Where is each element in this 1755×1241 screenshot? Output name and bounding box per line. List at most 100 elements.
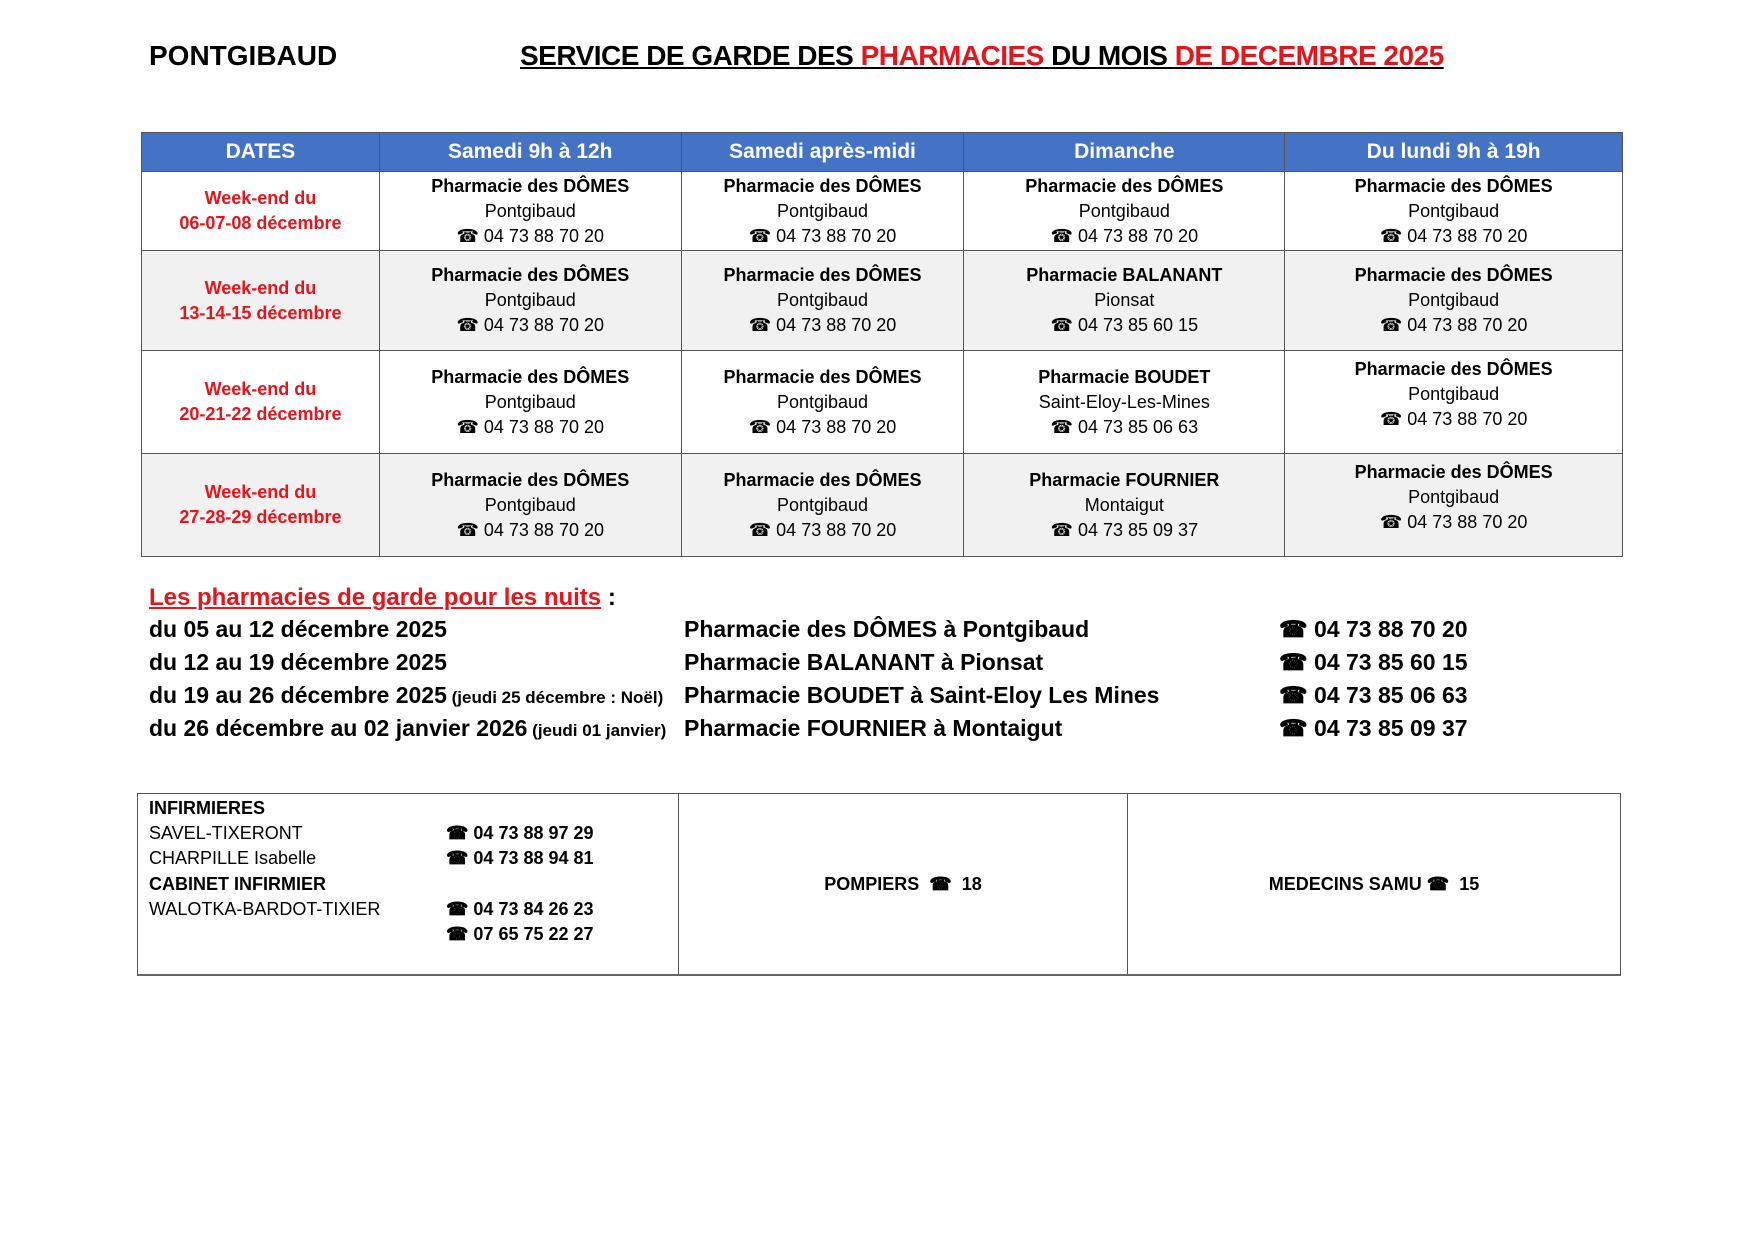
pharmacy-town: Pontgibaud [776,494,869,515]
phone-icon: ☎ [919,873,962,894]
pharmacy-name: Pharmacie des DÔMES [723,265,922,285]
pharmacy-name: Pharmacie des DÔMES [431,175,630,196]
column-header: DATES [141,132,380,172]
pharmacy-cell: Pharmacie des DÔMES Pontgibaud 04 73 88 70… [1284,350,1623,454]
nurses-heading: INFIRMIERES [149,798,266,818]
pharmacy-name: Pharmacie des DÔMES [431,366,630,387]
night-period: du 26 décembre au 02 janvier 2026 (jeudi… [149,715,666,742]
period-text: du 19 au 26 décembre 2025 [149,682,447,708]
column-header: Du lundi 9h à 19h [1284,132,1623,172]
night-pharmacy: Pharmacie BOUDET à Saint-Eloy Les Mines [684,682,1160,708]
pharmacy-town: Pontgibaud [1408,200,1500,221]
pharmacy-name: Pharmacie BALANANT [1026,265,1223,285]
pharmacy-town: Pontgibaud [1408,290,1500,310]
pharmacy-phone: 04 73 88 70 20 [1285,313,1622,338]
pharmacy-name: Pharmacie des DÔMES [723,366,922,387]
nurse-name: CHARPILLE Isabelle [149,848,317,868]
pharmacy-cell: Pharmacie des DÔMES Pontgibaud 04 73 88 70… [1284,453,1623,557]
table-row: Week-end du 27-28-29 décembre Pharmacie de… [141,453,1623,557]
date-cell: Week-end du 20-21-22 décembre [141,350,380,454]
page-title: SERVICE DE GARDE DES PHARMACIES DU MOIS … [520,40,1444,72]
pharmacy-phone: 04 73 88 70 20 [1285,510,1622,535]
night-phone: 04 73 85 09 37 [1279,715,1467,742]
pharmacy-cell: Pharmacie des DÔMES Pontgibaud 04 73 88 70… [378,250,682,351]
pharmacy-cell: Pharmacie des DÔMES Pontgibaud 04 73 88 70… [680,250,965,351]
table-row: Week-end du 20-21-22 décembre Pharmacie de… [141,350,1623,454]
pharmacy-phone: 04 73 85 09 37 [964,518,1284,543]
pharmacy-town: Pontgibaud [776,290,869,310]
period-text: du 12 au 19 décembre 2025 [149,649,447,675]
date-label: Week-end du [204,482,317,502]
nurse-name: SAVEL-TIXERONT [149,823,303,843]
date-range: 20-21-22 décembre [179,404,342,424]
pharmacy-town: Pontgibaud [484,391,576,412]
pharmacy-phone: 04 73 88 70 20 [380,224,681,249]
pharmacy-cell: Pharmacie des DÔMES Pontgibaud 04 73 88 70… [378,171,682,251]
title-part: SERVICE DE GARDE DES [520,40,861,71]
pharmacy-cell: Pharmacie des DÔMES Pontgibaud 04 73 88 70… [963,171,1286,251]
nurses-cell: INFIRMIERES SAVEL-TIXERONT 04 73 88 97 2… [138,794,679,974]
nights-heading: Les pharmacies de garde pour les nuits : [149,584,616,612]
night-period: du 19 au 26 décembre 2025 (jeudi 25 déce… [149,682,663,709]
pharmacy-phone: 04 73 88 70 20 [1285,407,1622,432]
pharmacy-phone: 04 73 88 70 20 [682,313,964,338]
pharmacy-name: Pharmacie des DÔMES [1354,462,1553,482]
period-text: du 26 décembre au 02 janvier 2026 [149,715,528,741]
date-cell: Week-end du 27-28-29 décembre [141,453,380,557]
night-period: du 12 au 19 décembre 2025 [149,649,447,676]
pompiers-cell: POMPIERS ☎ 18 [679,794,1128,974]
pharmacy-cell: Pharmacie des DÔMES Pontgibaud 04 73 88 70… [1284,171,1623,251]
pharmacy-cell: Pharmacie des DÔMES Pontgibaud 04 73 88 70… [680,453,965,557]
pharmacy-town: Saint-Eloy-Les-Mines [1038,391,1210,412]
date-label: Week-end du [204,379,317,399]
nights-heading-text: Les pharmacies de garde pour les nuits [149,584,602,611]
town-name: PONTGIBAUD [149,40,338,71]
contacts-box: INFIRMIERES SAVEL-TIXERONT 04 73 88 97 2… [137,793,1621,976]
pharmacy-phone: 04 73 88 70 20 [380,313,681,338]
pharmacy-phone: 04 73 88 70 20 [682,518,964,543]
date-range: 27-28-29 décembre [179,507,342,527]
date-range: 13-14-15 décembre [179,302,342,323]
title-part: DE DECEMBRE 2025 [1174,40,1444,71]
night-phone: 04 73 85 06 63 [1279,682,1467,709]
pharmacy-cell: Pharmacie des DÔMES Pontgibaud 04 73 88 70… [680,171,965,251]
period-note: (jeudi 01 janvier) [527,721,667,740]
pharmacy-phone: 04 73 88 70 20 [964,224,1284,249]
pharmacy-town: Pontgibaud [776,200,869,221]
pharmacy-cell: Pharmacie des DÔMES Pontgibaud 04 73 88 70… [680,350,965,454]
pharmacy-town: Pontgibaud [484,200,576,221]
table-row: Week-end du 13-14-15 décembre Pharmacie de… [141,250,1623,351]
cabinet-phone: 07 65 75 22 27 [446,924,593,945]
pharmacy-name: Pharmacie des DÔMES [1025,175,1224,196]
pharmacy-name: Pharmacie des DÔMES [1354,359,1553,379]
cabinet-heading: CABINET INFIRMIER [149,874,326,894]
pharmacy-name: Pharmacie des DÔMES [723,469,922,490]
phone-icon: ☎ [1421,873,1460,894]
pharmacy-cell: Pharmacie des DÔMES Pontgibaud 04 73 88 70… [378,453,682,557]
pharmacy-cell: Pharmacie BALANANT Pionsat 04 73 85 60 15 [963,250,1286,351]
samu-number: 15 [1459,873,1480,894]
pharmacy-phone: 04 73 88 70 20 [682,415,964,440]
pharmacy-cell: Pharmacie des DÔMES Pontgibaud 04 73 88 70… [378,350,682,454]
period-text: du 05 au 12 décembre 2025 [149,616,447,642]
title-part: PHARMACIES [860,40,1045,71]
pharmacy-cell: Pharmacie BOUDET Saint-Eloy-Les-Mines 04 7… [963,350,1286,454]
date-label: Week-end du [204,277,317,298]
date-range: 06-07-08 décembre [179,213,342,233]
samu-cell: MEDECINS SAMU ☎ 15 [1128,794,1620,974]
night-phone: 04 73 85 60 15 [1279,649,1467,676]
date-cell: Week-end du 13-14-15 décembre [141,250,380,351]
nurse-phone: 04 73 88 94 81 [446,848,593,869]
pharmacy-cell: Pharmacie des DÔMES Pontgibaud 04 73 88 70… [1284,250,1623,351]
pharmacy-town: Pionsat [1094,290,1155,310]
pompiers-number: 18 [961,873,982,894]
title-part: DU MOIS [1043,40,1175,71]
pharmacy-phone: 04 73 88 70 20 [380,518,681,543]
pharmacy-phone: 04 73 88 70 20 [1285,224,1622,249]
pharmacy-phone: 04 73 88 70 20 [380,415,681,440]
pharmacy-town: Pontgibaud [776,391,869,412]
schedule-table: DATES Samedi 9h à 12h Samedi après-midi Dim… [141,132,1623,557]
pharmacy-phone: 04 73 85 60 15 [964,313,1284,338]
colon: : [601,584,616,611]
column-header: Dimanche [963,132,1286,172]
